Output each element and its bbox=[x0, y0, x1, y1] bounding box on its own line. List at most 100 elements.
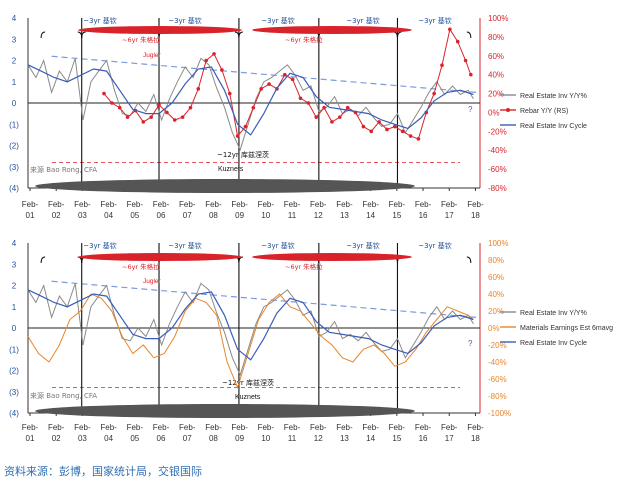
left-tick-label: 1 bbox=[12, 78, 17, 87]
juglar-cycle-label: ~6yr 朱格拉 bbox=[122, 262, 160, 271]
series-point bbox=[157, 103, 161, 107]
question-mark-label: ? bbox=[468, 339, 473, 348]
x-tick-label: 16 bbox=[419, 434, 428, 443]
chart-panel-2: 43210(1)(2)(3)(4)100%80%60%40%20%0%-20%-… bbox=[9, 239, 613, 443]
series-point bbox=[464, 59, 468, 63]
x-tick-label: Feb- bbox=[258, 423, 275, 432]
right-tick-label: -40% bbox=[488, 146, 507, 155]
x-tick-label: 01 bbox=[26, 211, 35, 220]
x-tick-label: 17 bbox=[445, 211, 454, 220]
question-mark-label: ? bbox=[468, 105, 473, 114]
x-tick-label: Feb- bbox=[231, 423, 248, 432]
x-tick-label: Feb- bbox=[179, 423, 196, 432]
x-tick-label: 13 bbox=[340, 434, 349, 443]
right-tick-label: 100% bbox=[488, 239, 508, 248]
x-tick-label: Feb- bbox=[205, 200, 222, 209]
x-tick-label: 05 bbox=[130, 434, 139, 443]
series-point bbox=[314, 115, 318, 119]
x-tick-label: Feb- bbox=[127, 200, 144, 209]
x-tick-label: Feb- bbox=[441, 200, 458, 209]
x-tick-label: 16 bbox=[419, 211, 428, 220]
legend-label: Real Estate Inv Cycle bbox=[520, 123, 587, 130]
x-tick-label: Feb- bbox=[362, 200, 379, 209]
x-tick-label: Feb- bbox=[100, 423, 117, 432]
series-point bbox=[330, 120, 334, 124]
right-tick-label: 40% bbox=[488, 71, 504, 80]
left-tick-label: 2 bbox=[12, 57, 17, 66]
x-tick-label: 15 bbox=[392, 434, 401, 443]
x-tick-label: Feb- bbox=[74, 423, 91, 432]
kitchin-cycle-label: ~3yr 基钦 bbox=[418, 241, 452, 250]
x-tick-label: 12 bbox=[314, 434, 323, 443]
kitchin-bracket bbox=[41, 32, 82, 38]
x-tick-label: Feb- bbox=[467, 200, 484, 209]
series-point bbox=[141, 120, 145, 124]
x-tick-label: 05 bbox=[130, 211, 139, 220]
series-point bbox=[267, 82, 271, 86]
x-tick-label: Feb- bbox=[100, 200, 117, 209]
kitchin-cycle-label: ~3yr 基钦 bbox=[346, 16, 380, 25]
series-point bbox=[173, 118, 177, 122]
right-tick-label: 100% bbox=[488, 14, 508, 23]
kitchin-cycle-label: ~3yr 基钦 bbox=[346, 241, 380, 250]
kuznets-label: Kuznets bbox=[218, 166, 244, 173]
left-tick-label: (4) bbox=[9, 184, 19, 193]
juglar-cycle-ellipse bbox=[78, 253, 242, 261]
left-tick-label: (4) bbox=[9, 409, 19, 418]
series-point bbox=[377, 120, 381, 124]
x-tick-label: 15 bbox=[392, 211, 401, 220]
series-point bbox=[469, 73, 473, 77]
x-tick-label: Feb- bbox=[441, 423, 458, 432]
right-tick-label: -80% bbox=[488, 392, 507, 401]
left-tick-label: 4 bbox=[12, 239, 17, 248]
x-tick-label: Feb- bbox=[231, 200, 248, 209]
left-tick-label: 2 bbox=[12, 282, 17, 291]
kitchin-cycle-label: ~3yr 基钦 bbox=[261, 241, 295, 250]
right-tick-label: 0% bbox=[488, 108, 500, 117]
left-tick-label: (2) bbox=[9, 367, 19, 376]
x-tick-label: Feb- bbox=[153, 423, 170, 432]
x-tick-label: Feb- bbox=[415, 423, 432, 432]
x-tick-label: Feb- bbox=[415, 200, 432, 209]
series-point bbox=[440, 63, 444, 67]
right-tick-label: 40% bbox=[488, 290, 504, 299]
x-tick-label: Feb- bbox=[467, 423, 484, 432]
x-tick-label: 18 bbox=[471, 434, 480, 443]
right-tick-label: -20% bbox=[488, 127, 507, 136]
legend-label: Real Estate Inv Y/Y% bbox=[520, 310, 587, 317]
right-tick-label: -100% bbox=[488, 409, 511, 418]
series-point bbox=[291, 78, 295, 82]
x-tick-label: Feb- bbox=[389, 423, 406, 432]
series-point bbox=[338, 115, 342, 119]
x-tick-label: 14 bbox=[366, 434, 375, 443]
right-tick-label: 60% bbox=[488, 52, 504, 61]
x-tick-label: 09 bbox=[235, 211, 244, 220]
series-point bbox=[189, 106, 193, 110]
x-tick-label: 04 bbox=[104, 434, 113, 443]
x-tick-label: 07 bbox=[183, 211, 192, 220]
series-point bbox=[456, 40, 460, 44]
kitchin-cycle-label: ~3yr 基钦 bbox=[83, 16, 117, 25]
series-point bbox=[228, 92, 232, 96]
x-tick-label: Feb- bbox=[153, 200, 170, 209]
x-tick-label: 17 bbox=[445, 434, 454, 443]
legend-marker bbox=[506, 108, 510, 112]
series-point bbox=[409, 134, 413, 138]
x-tick-label: 02 bbox=[52, 211, 61, 220]
left-tick-label: (1) bbox=[9, 345, 19, 354]
x-tick-label: 08 bbox=[209, 211, 218, 220]
left-tick-label: (2) bbox=[9, 142, 19, 151]
left-tick-label: 1 bbox=[12, 303, 17, 312]
kitchin-cycle-label: ~3yr 基钦 bbox=[83, 241, 117, 250]
right-tick-label: 80% bbox=[488, 33, 504, 42]
x-tick-label: 06 bbox=[157, 434, 166, 443]
x-tick-label: 14 bbox=[366, 211, 375, 220]
jugler-label: Jugler bbox=[143, 278, 162, 285]
kuznets-label: Kuznets bbox=[235, 394, 261, 401]
juglar-cycle-ellipse bbox=[78, 26, 242, 34]
series-point bbox=[118, 106, 122, 110]
series-point bbox=[362, 125, 366, 129]
series-point bbox=[307, 101, 311, 105]
x-tick-label: 10 bbox=[261, 434, 270, 443]
